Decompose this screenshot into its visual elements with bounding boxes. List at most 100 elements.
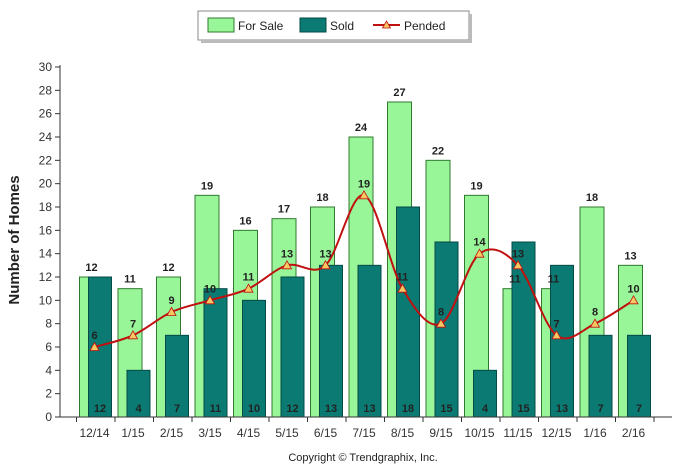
pended-value-label: 11 (397, 272, 409, 284)
y-tick-label: 12 (39, 270, 53, 284)
legend-box (197, 10, 470, 41)
pended-value-label: 9 (168, 295, 174, 307)
for-sale-value-label: 12 (162, 262, 174, 274)
pended-value-label: 8 (592, 307, 598, 319)
sold-bar (396, 206, 420, 418)
pended-value-label: 13 (319, 248, 331, 260)
sold-bar (434, 241, 459, 418)
pended-value-label: 13 (512, 248, 524, 260)
pended-value-label: 11 (243, 272, 255, 284)
y-tick-label: 6 (45, 340, 52, 354)
bars (79, 101, 651, 418)
sold-value-label: 7 (174, 403, 180, 415)
sold-bar (242, 299, 266, 418)
legend-shadow-bottom (201, 40, 472, 43)
sold-value-label: 15 (440, 403, 452, 415)
legend: For Sale Sold Pended (197, 10, 472, 43)
for-sale-value-label: 27 (393, 87, 405, 99)
pended-value-label: 10 (204, 283, 216, 295)
y-tick-label: 20 (39, 177, 53, 191)
y-tick-label: 10 (39, 293, 53, 307)
x-tick-label: 1/16 (583, 426, 607, 440)
pended-marker (204, 295, 216, 305)
for-sale-value-label: 11 (124, 274, 136, 286)
pended-value-label: 7 (553, 318, 559, 330)
x-tick-label: 2/16 (622, 426, 646, 440)
legend-label-for-sale: For Sale (238, 19, 284, 33)
for-sale-value-label: 22 (432, 145, 444, 157)
y-tick-label: 18 (39, 200, 53, 214)
sold-value-label: 7 (597, 403, 603, 415)
pended-value-label: 10 (627, 283, 639, 295)
x-tick-label: 12/15 (541, 426, 571, 440)
for-sale-value-label: 18 (586, 192, 598, 204)
x-tick-label: 4/15 (237, 426, 261, 440)
x-tick-label: 12/14 (79, 426, 109, 440)
y-tick-label: 2 (45, 387, 52, 401)
sold-value-label: 13 (325, 403, 337, 415)
legend-marker-pended (381, 20, 392, 29)
sold-bar (357, 264, 382, 418)
x-tick-label: 2/15 (160, 426, 184, 440)
sold-bar (203, 288, 228, 418)
legend-label-sold: Sold (330, 19, 354, 33)
sold-value-label: 13 (556, 403, 568, 415)
pended-marker (397, 283, 408, 293)
pended-marker (628, 295, 639, 305)
sold-bar (550, 264, 574, 418)
y-tick-label: 8 (45, 317, 52, 331)
y-tick-label: 28 (39, 83, 53, 97)
pended-value-label: 13 (281, 248, 293, 260)
y-tick-label: 24 (39, 130, 53, 144)
pended-line (94, 194, 635, 348)
sold-value-label: 15 (517, 403, 529, 415)
x-tick-label: 6/15 (314, 426, 338, 440)
y-tick-label: 0 (45, 410, 52, 424)
pended-series (89, 190, 639, 351)
sold-value-label: 7 (636, 403, 642, 415)
pended-marker (435, 318, 447, 328)
sold-value-label: 4 (135, 403, 142, 415)
sold-value-label: 13 (363, 403, 375, 415)
pended-marker (320, 260, 331, 270)
x-tick-label: 1/15 (121, 426, 145, 440)
sold-bar (319, 264, 343, 418)
x-tick-label: 9/15 (429, 426, 453, 440)
for-sale-value-label: 16 (239, 215, 251, 227)
pended-marker (281, 260, 293, 270)
x-tick-label: 7/15 (352, 426, 376, 440)
pended-marker (166, 306, 177, 316)
sold-value-label: 12 (286, 403, 298, 415)
y-tick-label: 30 (39, 60, 53, 74)
pended-value-label: 7 (130, 318, 136, 330)
pended-marker (127, 330, 139, 340)
pended-marker (243, 283, 254, 293)
copyright: Copyright © Trendgraphix, Inc. (288, 452, 437, 464)
for-sale-value-label: 19 (470, 180, 482, 192)
for-sale-value-label: 18 (316, 192, 328, 204)
pended-value-label: 14 (473, 237, 486, 249)
legend-label-pended: Pended (404, 19, 445, 33)
for-sale-value-label: 12 (85, 262, 97, 274)
y-axis-title: Number of Homes (6, 175, 23, 304)
pended-value-label: 19 (358, 178, 370, 190)
x-tick-label: 10/15 (464, 426, 494, 440)
legend-swatch-for-sale (207, 17, 235, 33)
x-axis: 12/14 1/15 2/15 3/15 4/15 5/15 6/15 7/15 8/15 9/1… (60, 416, 672, 440)
legend-shadow-right (469, 14, 472, 43)
data-labels: 12 11 12 19 16 17 18 24 27 22 19 11 11 18 13 12 4 7 11 10 12… (85, 87, 642, 415)
legend-swatch-sold (299, 17, 327, 33)
for-sale-value-label: 11 (509, 274, 521, 286)
y-tick-label: 26 (39, 107, 53, 121)
sold-value-label: 12 (94, 403, 106, 415)
y-tick-label: 22 (39, 153, 53, 167)
x-tick-label: 5/15 (275, 426, 299, 440)
pended-value-label: 6 (91, 330, 97, 342)
sold-value-label: 4 (482, 403, 489, 415)
pended-marker (474, 248, 485, 258)
for-sale-value-label: 13 (624, 250, 636, 262)
for-sale-value-label: 24 (355, 122, 368, 134)
pended-marker (551, 330, 562, 340)
